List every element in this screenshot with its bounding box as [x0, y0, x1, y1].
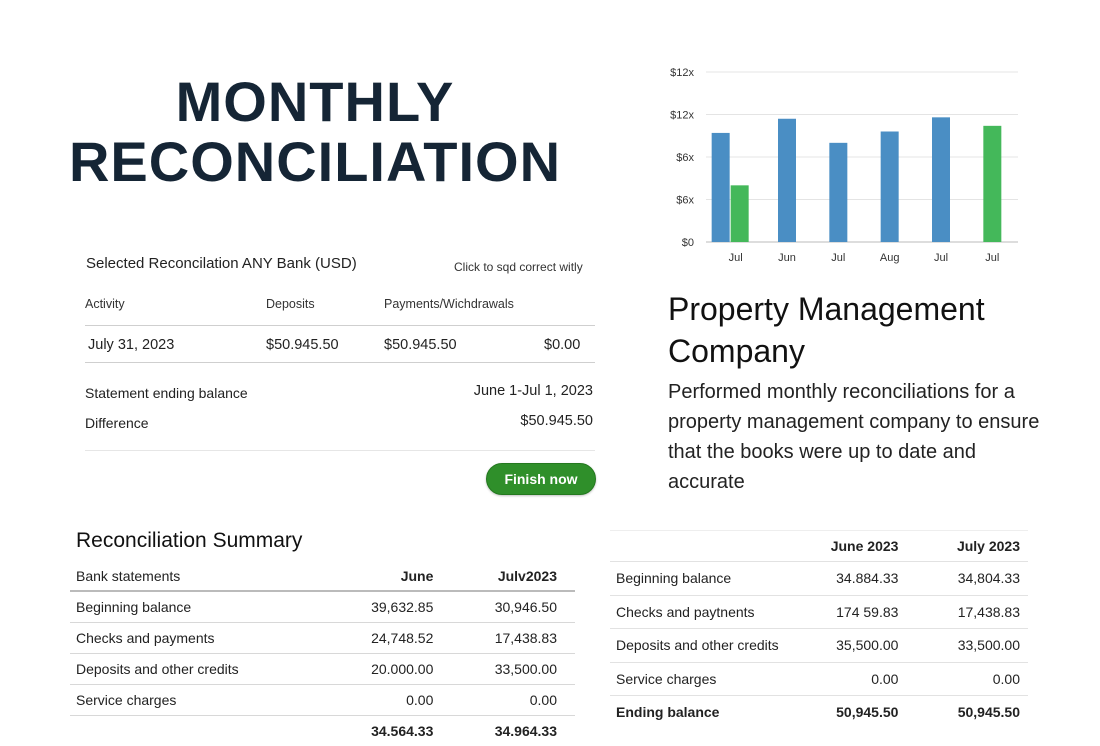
total-june-value: 34.564.33	[311, 716, 453, 746]
bar-green	[731, 185, 749, 242]
comparison-header-label	[610, 531, 797, 562]
row-label: Checks and payments	[70, 623, 311, 654]
footer-divider	[85, 450, 595, 451]
reconciliation-card: Selected Reconcilation ANY Bank (USD) Cl…	[70, 236, 605, 506]
row-label: Beginning balance	[610, 562, 797, 596]
summary-header-row: Bank statements June Julv2023	[70, 562, 575, 591]
ending-balance-label: Ending balance	[610, 696, 797, 729]
table-row: Checks and payments 24,748.52 17,438.83	[70, 623, 575, 654]
row-label: Service charges	[70, 685, 311, 716]
row-july-value: 30,946.50	[453, 591, 575, 623]
table-row: Beginning balance 34.884.33 34,804.33	[610, 562, 1028, 596]
ending-june-value: 50,945.50	[797, 696, 919, 729]
row-july-value: 17,438.83	[453, 623, 575, 654]
x-tick-label: Jun	[778, 252, 796, 264]
deposits-header: Deposits	[266, 297, 315, 311]
x-tick-label: Jul	[985, 252, 999, 264]
table-row: Service charges 0.00 0.00	[610, 662, 1028, 696]
comparison-table: June 2023 July 2023 Beginning balance 34…	[610, 530, 1028, 729]
summary-title: Reconciliation Summary	[76, 529, 302, 553]
payments-header: Payments/Wichdrawals	[384, 297, 514, 311]
deposits-value: $50.945.50	[266, 337, 339, 353]
total-label	[70, 716, 311, 746]
x-tick-label: Aug	[880, 252, 900, 264]
x-tick-label: Jul	[831, 252, 845, 264]
row-label: Deposits and other credits	[70, 654, 311, 685]
table-row: Deposits and other credits 20.000.00 33,…	[70, 654, 575, 685]
total-july-value: 34.964.33	[453, 716, 575, 746]
row-june-value: 0.00	[797, 662, 919, 696]
click-hint-link[interactable]: Click to sqd correct witly	[454, 260, 583, 274]
row-july-value: 0.00	[918, 662, 1028, 696]
row-july-value: 33,500.00	[918, 629, 1028, 663]
row-june-value: 0.00	[311, 685, 453, 716]
header-divider	[85, 325, 595, 326]
summary-total-row: 34.564.33 34.964.33	[70, 716, 575, 746]
row-divider	[85, 362, 595, 363]
difference-value: $50.945.50	[520, 413, 593, 429]
row-label: Deposits and other credits	[610, 629, 797, 663]
bar-green	[983, 126, 1001, 242]
summary-header-label: Bank statements	[70, 562, 311, 591]
bar-chart: $0 $6x $6x $12x $12x Jul Jun Jul Aug Jul Jul	[648, 58, 1028, 270]
row-july-value: 0.00	[453, 685, 575, 716]
y-tick-label: $0	[682, 237, 694, 249]
company-title: Property Management Company	[668, 288, 1088, 372]
title-line-2: RECONCILIATION	[60, 132, 570, 192]
row-june-value: 39,632.85	[311, 591, 453, 623]
row-july-value: 17,438.83	[918, 595, 1028, 629]
x-tick-label: Jul	[934, 252, 948, 264]
title-line-1: MONTHLY	[60, 72, 570, 132]
comparison-header-july: July 2023	[918, 531, 1028, 562]
row-label: Checks and paytnents	[610, 595, 797, 629]
page-title: MONTHLY RECONCILIATION	[60, 72, 570, 192]
y-tick-label: $12x	[670, 67, 694, 79]
row-label: Service charges	[610, 662, 797, 696]
ending-july-value: 50,945.50	[918, 696, 1028, 729]
activity-date: July 31, 2023	[88, 337, 174, 353]
row-june-value: 35,500.00	[797, 629, 919, 663]
row-july-value: 34,804.33	[918, 562, 1028, 596]
selected-reconciliation-title: Selected Reconcilation ANY Bank (USD)	[86, 255, 357, 272]
summary-header-july: Julv2023	[453, 562, 575, 591]
statement-ending-label: Statement ending balance	[85, 385, 248, 401]
y-tick-label: $6x	[676, 152, 694, 164]
other-value: $0.00	[544, 337, 580, 353]
row-june-value: 20.000.00	[311, 654, 453, 685]
activity-header: Activity	[85, 297, 125, 311]
summary-table: Bank statements June Julv2023 Beginning …	[70, 562, 575, 746]
bar-blue	[778, 119, 796, 242]
table-row: Service charges 0.00 0.00	[70, 685, 575, 716]
table-row: Checks and paytnents 174 59.83 17,438.83	[610, 595, 1028, 629]
row-june-value: 34.884.33	[797, 562, 919, 596]
row-july-value: 33,500.00	[453, 654, 575, 685]
table-row: Deposits and other credits 35,500.00 33,…	[610, 629, 1028, 663]
bar-blue	[712, 133, 730, 242]
row-label: Beginning balance	[70, 591, 311, 623]
x-tick-label: Jul	[729, 252, 743, 264]
y-tick-label: $12x	[670, 110, 694, 122]
statement-period-value: June 1-Jul 1, 2023	[474, 383, 593, 399]
row-june-value: 174 59.83	[797, 595, 919, 629]
row-june-value: 24,748.52	[311, 623, 453, 654]
table-row: Beginning balance 39,632.85 30,946.50	[70, 591, 575, 623]
summary-header-june: June	[311, 562, 453, 591]
comparison-header-row: June 2023 July 2023	[610, 531, 1028, 562]
difference-label: Difference	[85, 415, 149, 431]
comparison-header-june: June 2023	[797, 531, 919, 562]
bar-blue	[932, 117, 950, 242]
y-tick-label: $6x	[676, 195, 694, 207]
company-description: Performed monthly reconciliations for a …	[668, 377, 1048, 497]
ending-balance-row: Ending balance 50,945.50 50,945.50	[610, 696, 1028, 729]
finish-now-button[interactable]: Finish now	[486, 463, 596, 495]
payments-value: $50.945.50	[384, 337, 457, 353]
bar-blue	[881, 132, 899, 243]
bar-blue	[829, 143, 847, 242]
